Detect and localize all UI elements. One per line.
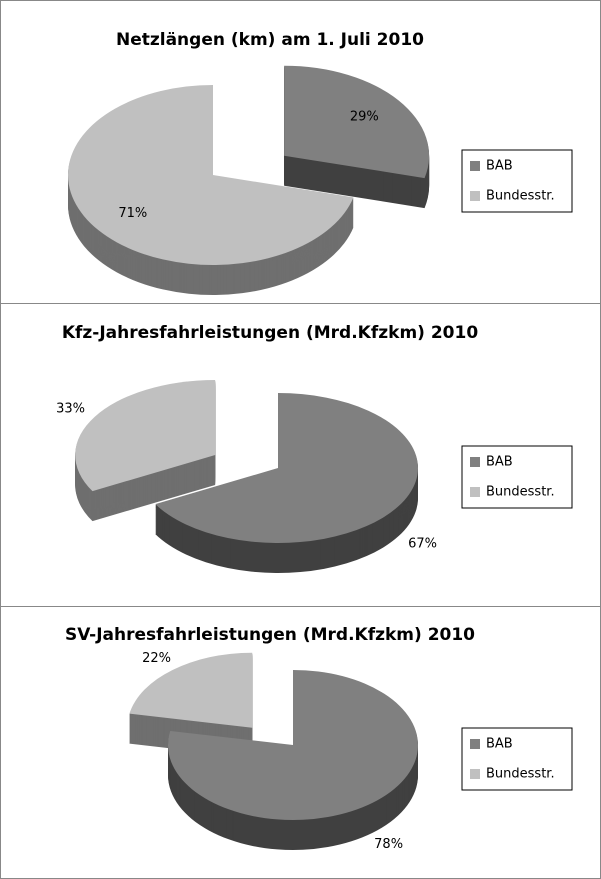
legend-box — [461, 727, 573, 791]
legend-swatch — [470, 191, 480, 201]
data-label: 22% — [142, 651, 171, 666]
legend-label: Bundesstr. — [486, 189, 555, 204]
legend-label: BAB — [486, 159, 513, 174]
data-label: 78% — [374, 837, 403, 852]
chart-title: SV-Jahresfahrleistungen (Mrd.Kfzkm) 2010 — [65, 625, 475, 645]
slice — [168, 670, 418, 821]
chart-title: Netzlängen (km) am 1. Juli 2010 — [116, 30, 424, 50]
slice — [155, 393, 418, 543]
slice — [68, 85, 354, 265]
slice — [75, 379, 216, 492]
legend-label: Bundesstr. — [486, 767, 555, 782]
legend-swatch — [470, 769, 480, 779]
slice — [284, 65, 430, 179]
data-label: 29% — [350, 110, 379, 125]
data-label: 33% — [56, 402, 85, 417]
data-label: 67% — [408, 536, 437, 551]
legend-label: BAB — [486, 737, 513, 752]
legend-label: BAB — [486, 455, 513, 470]
slice — [129, 652, 253, 728]
legend-swatch — [470, 739, 480, 749]
legend-swatch — [470, 457, 480, 467]
legend-swatch — [470, 161, 480, 171]
data-label: 71% — [118, 206, 147, 221]
legend-box — [461, 149, 573, 213]
legend-label: Bundesstr. — [486, 485, 555, 500]
legend-box — [461, 445, 573, 509]
chart-title: Kfz-Jahresfahrleistungen (Mrd.Kfzkm) 201… — [62, 323, 479, 343]
legend-swatch — [470, 487, 480, 497]
